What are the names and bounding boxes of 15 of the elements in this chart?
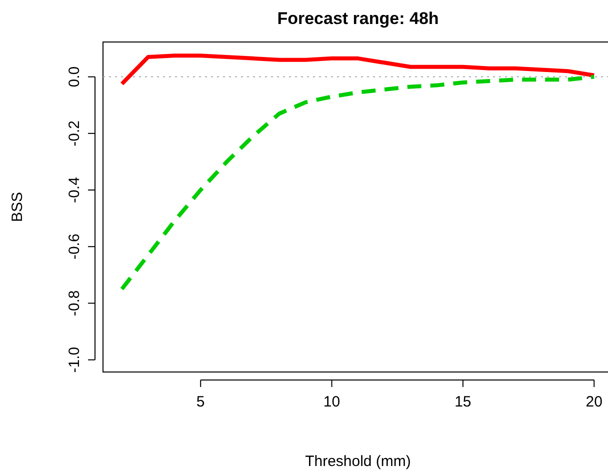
y-tick-label: 0.0 [66,66,83,88]
x-axis-title: Threshold (mm) [305,453,411,470]
y-tick-label: -1.0 [66,346,83,373]
x-tick-label: 10 [323,394,340,410]
line-series [120,74,596,292]
x-tick-label: 15 [454,394,472,410]
y-axis-title: BSS [9,192,26,222]
chart-title: Forecast range: 48h [277,9,439,28]
line-series [120,54,596,86]
y-tick-label: -0.4 [66,177,83,203]
y-tick-label: -0.2 [66,120,83,146]
x-tick-label: 5 [196,394,205,410]
y-tick-label: -0.6 [66,234,83,260]
y-tick-label: -0.8 [66,290,83,316]
x-tick-label: 20 [586,394,602,410]
